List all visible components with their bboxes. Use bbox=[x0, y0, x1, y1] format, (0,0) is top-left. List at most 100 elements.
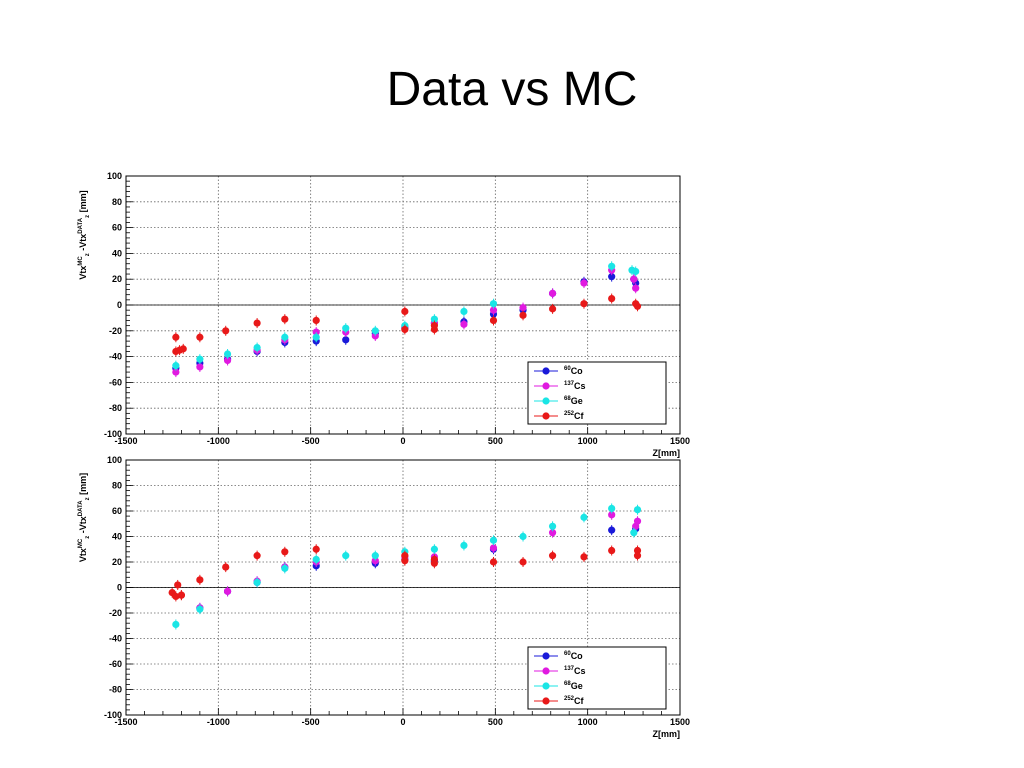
data-point-ge bbox=[196, 605, 204, 613]
data-point-cf bbox=[253, 319, 261, 327]
x-tick-label: 0 bbox=[400, 436, 405, 446]
data-point-cs bbox=[548, 529, 557, 537]
data-point-cf bbox=[177, 591, 185, 599]
y-tick-label: 0 bbox=[117, 583, 122, 593]
y-axis-title: VtxMCz -VtxDATAz [mm] bbox=[78, 190, 91, 279]
data-point-cs bbox=[580, 279, 588, 287]
series-cf bbox=[172, 293, 642, 357]
legend-label: 60Co bbox=[564, 366, 583, 376]
x-tick-label: 1000 bbox=[578, 717, 598, 727]
data-point-cf bbox=[580, 300, 588, 308]
data-point-ge bbox=[312, 555, 320, 564]
legend-label: 68Ge bbox=[564, 396, 583, 406]
slide-title: Data vs MC bbox=[386, 63, 638, 116]
y-tick-label: 20 bbox=[112, 274, 122, 284]
legend-item-cf: 252Cf bbox=[534, 411, 585, 421]
y-tick-label: -80 bbox=[109, 403, 122, 413]
y-tick-label: -60 bbox=[109, 377, 122, 387]
data-point-cf bbox=[281, 548, 289, 556]
legend-box bbox=[527, 646, 667, 710]
legend-marker bbox=[542, 652, 550, 660]
y-tick-label: 100 bbox=[107, 455, 122, 465]
data-point-co bbox=[342, 336, 350, 344]
y-axis: -100 -80 -60 -40 -20 0 20 40 60 80 100 bbox=[104, 171, 133, 439]
data-point-ge bbox=[630, 529, 638, 537]
x-axis-title: Z[mm] bbox=[653, 729, 681, 739]
series-ge bbox=[172, 503, 642, 630]
legend: 60Co 137Cs 68Ge 252Cf bbox=[527, 646, 667, 710]
data-point-ge bbox=[430, 545, 438, 553]
legend-marker bbox=[542, 682, 550, 690]
legend-item-ge: 68Ge bbox=[534, 681, 583, 691]
data-point-cf bbox=[172, 333, 180, 341]
data-point-co bbox=[608, 273, 616, 281]
data-point-cf bbox=[580, 553, 588, 561]
data-point-cs bbox=[371, 332, 379, 340]
x-tick-label: 500 bbox=[488, 717, 503, 727]
legend-item-co: 60Co bbox=[534, 651, 583, 661]
legend-marker bbox=[542, 367, 550, 375]
legend-marker bbox=[542, 397, 550, 405]
legend-item-cf: 252Cf bbox=[534, 696, 585, 706]
data-point-ge bbox=[548, 522, 557, 530]
data-point-cf bbox=[196, 576, 204, 584]
data-point-ge bbox=[223, 350, 232, 358]
x-axis: -1500 -1000 -500 0 500 1000 1500 bbox=[114, 708, 690, 727]
data-point-cf bbox=[281, 315, 289, 323]
y-tick-label: 0 bbox=[117, 300, 122, 310]
x-tick-label: -1500 bbox=[114, 436, 137, 446]
data-point-cs bbox=[633, 517, 642, 525]
y-tick-label: 80 bbox=[112, 481, 122, 491]
data-point-cf bbox=[430, 559, 438, 567]
legend-item-cs: 137Cs bbox=[534, 666, 586, 676]
y-tick-label: -40 bbox=[109, 352, 122, 362]
data-point-cf bbox=[401, 552, 409, 560]
data-point-cf bbox=[519, 311, 527, 319]
x-tick-label: 1500 bbox=[670, 436, 690, 446]
data-point-ge bbox=[460, 307, 468, 316]
scatter-chart-top: -1500 -1000 -500 0 500 1000 1500Z[mm]-100-80-6… bbox=[78, 171, 690, 458]
data-point-cs bbox=[548, 289, 557, 297]
data-point-ge bbox=[371, 552, 379, 560]
data-point-ge bbox=[632, 267, 640, 276]
y-tick-label: -100 bbox=[104, 429, 122, 439]
legend-label: 252Cf bbox=[564, 696, 585, 706]
data-point-ge bbox=[371, 327, 379, 335]
x-tick-label: -1500 bbox=[114, 717, 137, 727]
data-point-cf bbox=[633, 552, 642, 560]
data-point-ge bbox=[281, 333, 289, 341]
legend-marker bbox=[542, 697, 550, 705]
data-point-cs bbox=[371, 557, 379, 565]
data-point-ge bbox=[172, 620, 180, 629]
data-point-cs bbox=[172, 368, 180, 376]
data-point-cf bbox=[489, 316, 498, 325]
y-axis-title: VtxMCz -VtxDATAz [mm] bbox=[78, 473, 91, 562]
x-tick-label: -500 bbox=[302, 436, 320, 446]
x-tick-label: 0 bbox=[400, 717, 405, 727]
series-co bbox=[196, 523, 640, 613]
data-point-cf bbox=[253, 552, 261, 560]
data-point-cf bbox=[222, 563, 230, 571]
data-point-ge bbox=[312, 333, 320, 341]
y-tick-label: -80 bbox=[109, 685, 122, 695]
legend: 60Co 137Cs 68Ge 252Cf bbox=[527, 361, 667, 425]
data-point-cf bbox=[312, 316, 320, 325]
data-point-cs bbox=[223, 587, 232, 595]
legend-label: 252Cf bbox=[564, 411, 585, 421]
series-cs bbox=[196, 509, 642, 613]
y-tick-label: -100 bbox=[104, 710, 122, 720]
data-point-cf bbox=[196, 333, 204, 341]
data-point-cs bbox=[489, 306, 498, 314]
data-point-ge bbox=[172, 362, 180, 370]
data-point-cf bbox=[401, 307, 409, 316]
legend-marker bbox=[542, 667, 550, 675]
data-point-ge bbox=[580, 513, 588, 521]
data-point-cf bbox=[174, 581, 182, 589]
data-point-cf bbox=[401, 557, 409, 565]
data-point-cs bbox=[489, 544, 498, 552]
x-tick-label: 1000 bbox=[578, 436, 598, 446]
y-tick-label: 20 bbox=[112, 557, 122, 567]
data-point-ge bbox=[489, 300, 498, 308]
data-point-cf bbox=[179, 345, 187, 353]
data-point-cf bbox=[548, 552, 557, 560]
